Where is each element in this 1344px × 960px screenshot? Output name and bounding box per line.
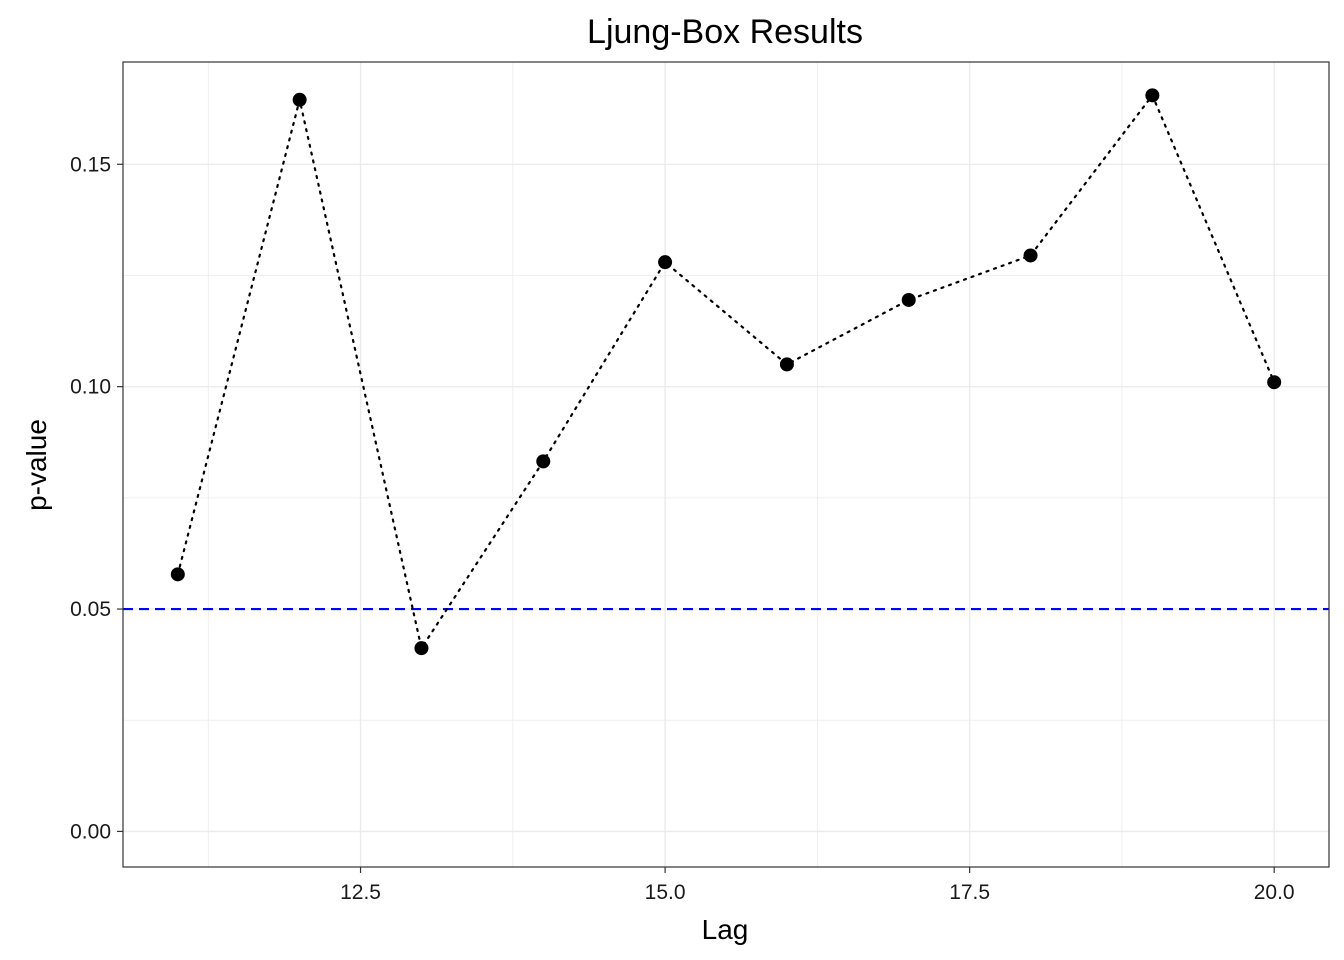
data-point xyxy=(414,641,429,656)
y-axis: 0.00 0.05 0.10 0.15 xyxy=(70,153,123,843)
data-point xyxy=(1023,248,1038,263)
data-point xyxy=(170,567,185,582)
y-tick-label: 0.10 xyxy=(70,376,111,399)
x-tick-label: 17.5 xyxy=(949,881,990,904)
x-tick-label: 20.0 xyxy=(1254,881,1295,904)
series-lines xyxy=(176,93,1276,651)
y-tick-label: 0.00 xyxy=(70,820,111,843)
series-line xyxy=(176,93,1276,651)
x-axis-title: Lag xyxy=(702,914,749,945)
y-axis-title: p-value xyxy=(21,419,52,511)
y-tick-label: 0.15 xyxy=(70,153,111,176)
panel-border xyxy=(122,61,1330,868)
data-point xyxy=(1145,88,1160,103)
data-point xyxy=(1267,375,1282,390)
data-point xyxy=(292,92,307,107)
data-point xyxy=(536,454,551,469)
data-point xyxy=(901,292,916,307)
minor-gridlines xyxy=(123,62,1329,867)
x-axis: 12.5 15.0 17.5 20.0 xyxy=(340,867,1295,904)
y-tick-label: 0.05 xyxy=(70,598,111,621)
data-points xyxy=(170,88,1282,656)
data-point xyxy=(779,357,794,372)
major-gridlines xyxy=(123,62,1329,867)
panel-background xyxy=(123,62,1329,867)
x-tick-label: 12.5 xyxy=(340,881,381,904)
chart-title: Ljung-Box Results xyxy=(587,13,863,51)
x-tick-label: 15.0 xyxy=(645,881,686,904)
plot-panel xyxy=(122,61,1330,868)
data-point xyxy=(658,255,673,270)
